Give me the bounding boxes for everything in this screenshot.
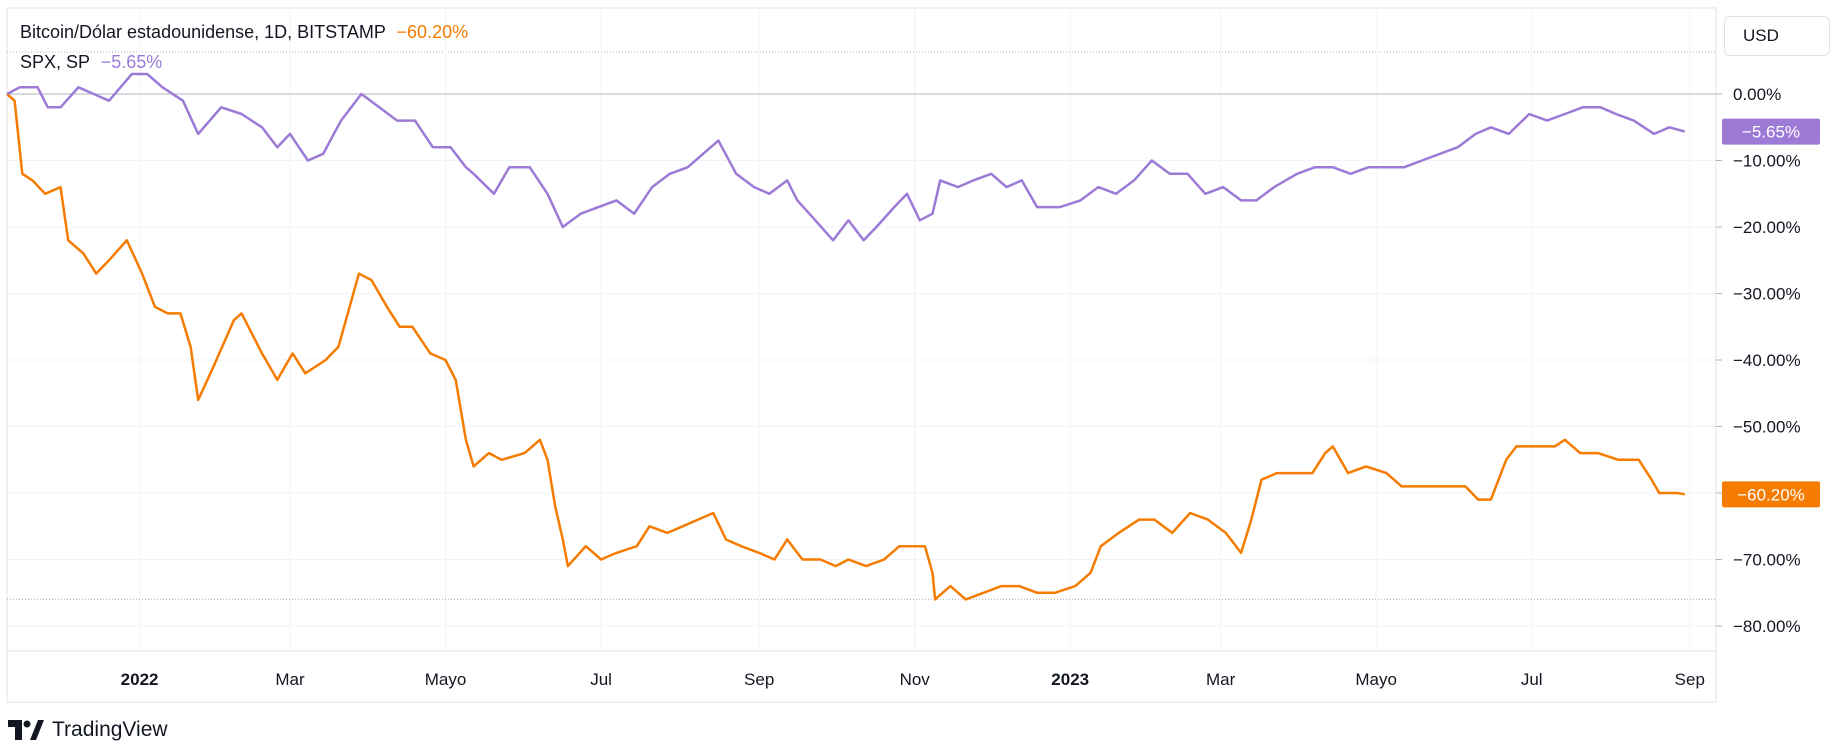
legend-btc-value: −60.20% [396, 22, 469, 42]
x-tick-label: Mar [275, 670, 305, 689]
y-tick-label: −40.00% [1733, 351, 1801, 370]
x-tick-label: Nov [900, 670, 931, 689]
last-value-label-spx: −5.65% [1742, 123, 1800, 142]
legend-spx-label: SPX, SP [20, 52, 90, 72]
x-tick-label: Mayo [425, 670, 467, 689]
legend-btc-label: Bitcoin/Dólar estadounidense, 1D, BITSTA… [20, 22, 386, 42]
x-tick-label: Sep [744, 670, 774, 689]
y-tick-label: −70.00% [1733, 551, 1801, 570]
last-value-badge-spx [1722, 118, 1820, 145]
x-tick-label: Mayo [1355, 670, 1397, 689]
y-tick-label: 0.00% [1733, 85, 1781, 104]
x-tick-label: 2022 [121, 670, 159, 689]
x-tick-label: Jul [1521, 670, 1543, 689]
last-value-label-btc: −60.20% [1737, 485, 1805, 504]
x-tick-label: Sep [1675, 670, 1705, 689]
tradingview-logo-icon [8, 720, 44, 740]
currency-button[interactable]: USD [1724, 16, 1830, 56]
x-tick-label: 2023 [1051, 670, 1089, 689]
y-tick-label: −30.00% [1733, 285, 1801, 304]
legend-spx: SPX, SP −5.65% [20, 52, 162, 73]
series-line-btc [6, 93, 1685, 601]
brand-logo: TradingView [8, 718, 168, 742]
series-line-spx [6, 72, 1686, 242]
last-value-badge-btc [1722, 481, 1820, 508]
x-tick-label: Jul [590, 670, 612, 689]
y-tick-label: −80.00% [1733, 617, 1801, 636]
x-tick-label: Mar [1206, 670, 1236, 689]
legend-spx-value: −5.65% [100, 52, 163, 72]
legend-btc: Bitcoin/Dólar estadounidense, 1D, BITSTA… [20, 22, 468, 43]
y-tick-label: −50.00% [1733, 418, 1801, 437]
brand-name: TradingView [52, 718, 168, 741]
y-tick-label: −10.00% [1733, 152, 1801, 171]
y-tick-label: −20.00% [1733, 218, 1801, 237]
